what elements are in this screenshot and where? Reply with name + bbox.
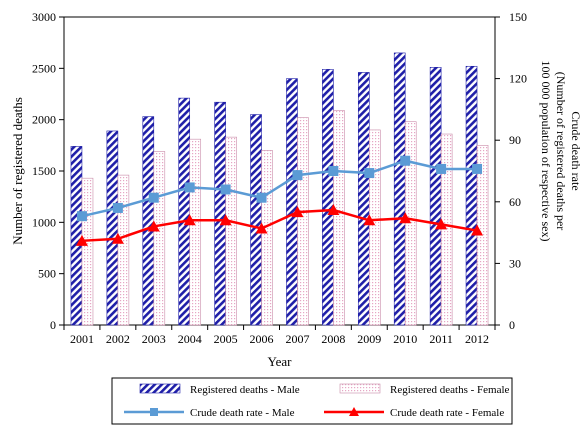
bar-male [70,146,83,326]
y-right-axis-title-line: Crude death rate [569,111,583,190]
y-right-tick-label: 150 [509,10,527,24]
bar-female [368,129,381,326]
marker-crude-female [111,232,124,244]
legend-swatch [139,383,181,394]
bar-female [297,117,309,326]
x-tick-label: 2005 [214,332,238,346]
y-right-tick-label: 30 [509,256,521,270]
marker-crude-female [219,214,232,226]
line-crude-male [81,159,478,218]
marker-crude-female [255,222,268,234]
x-tick-label: 2010 [393,332,417,346]
bar-female [189,138,202,326]
bar-female [261,150,273,326]
legend-label: Registered deaths - Female [390,384,510,396]
x-tick-label: 2008 [321,332,345,346]
marker-crude-male [292,170,303,181]
y-left-tick-label: 2000 [32,113,56,127]
x-tick-label: 2009 [357,332,381,346]
marker-crude-male [364,168,375,179]
legend-marker [150,408,158,416]
x-tick-label: 2004 [178,332,202,346]
marker-crude-male [400,155,411,166]
y-left-tick-label: 2500 [32,61,56,75]
legend-label: Registered deaths - Male [190,384,300,396]
x-tick-label: 2003 [142,332,166,346]
marker-crude-female [399,212,412,224]
y-left-tick-label: 0 [50,318,56,332]
x-tick-label: 2011 [429,332,453,346]
line-crude-female [81,208,478,243]
bar-male [357,72,370,326]
marker-crude-female [147,220,160,232]
marker-crude-female [363,214,376,226]
legend-marker [349,407,359,416]
y-right-axis-title-line: (Number of registered deaths per [554,72,568,231]
y-left-tick-label: 500 [38,267,56,281]
bar-male [393,52,406,326]
bar-female [81,177,94,326]
marker-crude-male [472,163,483,174]
bar-female [153,151,166,326]
marker-crude-female [435,218,448,230]
y-left-axis-title: Number of registered deaths [10,97,25,245]
y-right-tick-label: 90 [509,133,521,147]
bar-male [322,69,334,326]
x-tick-label: 2001 [70,332,94,346]
x-tick-label: 2012 [465,332,489,346]
x-tick-label: 2002 [106,332,130,346]
legend-label: Crude death rate - Male [190,407,295,419]
y-right-tick-label: 60 [509,195,521,209]
marker-crude-female [183,214,196,226]
x-tick-label: 2006 [250,332,274,346]
marker-crude-male [256,192,267,203]
marker-crude-male [76,211,87,222]
marker-crude-male [148,192,159,203]
legend-swatch [339,383,381,394]
y-left-tick-label: 3000 [32,10,56,24]
y-right-tick-label: 0 [509,318,515,332]
marker-crude-male [328,166,339,176]
marker-crude-female [75,234,88,246]
bar-female [117,174,130,326]
legend-label: Crude death rate - Female [390,407,504,419]
bar-male [214,101,226,326]
y-left-tick-label: 1500 [32,164,56,178]
bar-male [465,65,478,326]
marker-crude-male [220,184,231,195]
y-right-tick-label: 120 [509,72,527,86]
bar-male [286,78,298,326]
marker-crude-female [327,204,340,216]
bar-female [333,110,345,326]
bar-female [440,133,453,326]
marker-crude-female [291,206,304,218]
y-right-axis-title-line: 100 000 population of respective sex) [539,61,553,242]
bar-male [142,116,155,326]
bar-male [178,97,191,326]
bar-female [225,136,237,326]
x-axis-title: Year [268,354,293,369]
marker-crude-male [184,182,195,193]
y-left-tick-label: 1000 [32,215,56,229]
marker-crude-male [112,202,123,213]
x-tick-label: 2007 [285,332,309,346]
bar-male [429,67,442,326]
marker-crude-male [436,163,447,174]
marker-crude-female [471,224,484,236]
bar-male [106,130,119,326]
bar-male [250,114,262,326]
bar-female [404,121,417,326]
